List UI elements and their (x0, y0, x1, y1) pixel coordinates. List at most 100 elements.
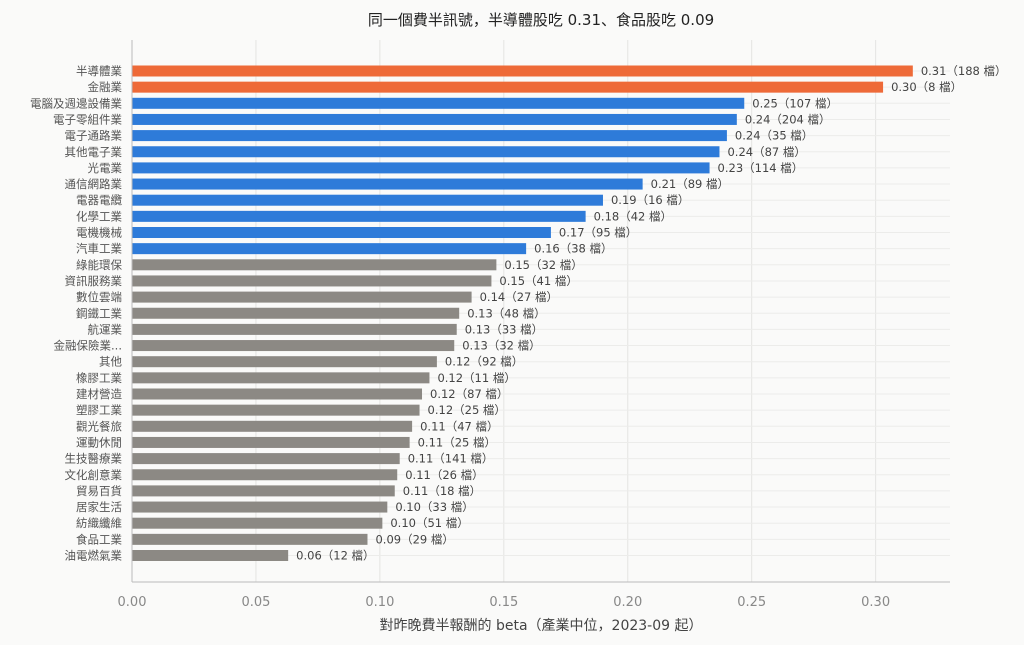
category-label: 油電燃氣業 (65, 549, 123, 563)
category-label: 文化創意業 (65, 468, 123, 482)
bar (132, 243, 527, 255)
value-label: 0.25（107 檔） (752, 96, 838, 110)
bar (132, 113, 737, 125)
x-tick-label: 0.15 (489, 595, 518, 610)
bar (132, 307, 460, 319)
category-label: 食品工業 (76, 532, 122, 546)
bar (132, 436, 410, 448)
category-label: 其他 (99, 355, 122, 369)
value-label: 0.09（29 檔） (375, 532, 453, 546)
category-label: 居家生活 (76, 500, 122, 514)
bar (132, 275, 492, 287)
bar (132, 162, 710, 174)
bar (132, 210, 586, 222)
x-tick-label: 0.00 (118, 595, 147, 610)
bar (132, 501, 388, 513)
category-label: 紡織纖維 (76, 516, 122, 530)
category-label: 航運業 (88, 322, 123, 336)
category-label: 觀光餐旅 (76, 419, 122, 433)
category-label: 化學工業 (76, 209, 122, 223)
category-label: 建材營造 (76, 387, 122, 401)
value-label: 0.13（48 檔） (467, 306, 545, 320)
value-label: 0.12（25 檔） (428, 403, 506, 417)
value-label: 0.11（47 檔） (420, 419, 498, 433)
value-label: 0.06（12 檔） (296, 549, 374, 563)
bar (132, 323, 457, 335)
bar (132, 65, 913, 77)
bar (132, 227, 551, 238)
category-label: 資訊服務業 (65, 274, 123, 288)
x-tick-label: 0.30 (861, 595, 890, 610)
x-axis-label: 對昨晚費半報酬的 beta（產業中位，2023-09 起） (380, 617, 703, 634)
bar (132, 550, 289, 561)
value-label: 0.13（32 檔） (462, 339, 540, 353)
bar (132, 97, 745, 109)
bar (132, 291, 472, 303)
bars-group: 0.31（188 檔） 0.30（8 檔） 0.25（107 檔） 0.24（204 … (132, 64, 1007, 563)
bar (132, 81, 884, 93)
x-tick-label: 0.25 (737, 595, 766, 610)
category-label: 數位雲端 (76, 290, 122, 304)
value-label: 0.11（141 檔） (408, 452, 494, 466)
value-label: 0.15（32 檔） (504, 258, 582, 272)
value-label: 0.18（42 檔） (594, 209, 672, 223)
value-label: 0.23（114 檔） (718, 161, 804, 175)
category-label: 通信網路業 (65, 177, 123, 191)
category-label: 塑膠工業 (76, 403, 122, 417)
category-label: 鋼鐵工業 (76, 306, 122, 320)
category-label: 其他電子業 (65, 145, 123, 159)
category-label: 汽車工業 (76, 242, 122, 256)
value-label: 0.14（27 檔） (480, 290, 558, 304)
value-label: 0.13（33 檔） (465, 322, 543, 336)
value-label: 0.16（38 檔） (534, 242, 612, 256)
category-label: 光電業 (88, 161, 123, 175)
value-label: 0.11（18 檔） (403, 484, 481, 498)
category-label: 金融業 (88, 80, 123, 94)
bar (132, 420, 413, 432)
category-label: 電子零組件業 (53, 112, 122, 126)
x-tick-label: 0.10 (365, 595, 394, 610)
category-label: 生技醫療業 (65, 452, 123, 466)
chart-title: 同一個費半訊號，半導體股吃 0.31、食品股吃 0.09 (368, 11, 714, 29)
axes-group: 0.00 0.05 0.10 0.15 0.20 0.25 0.30 半導體業金融業電腦及週邊… (30, 40, 950, 610)
value-label: 0.12（92 檔） (445, 355, 523, 369)
value-label: 0.15（41 檔） (499, 274, 577, 288)
value-label: 0.31（188 檔） (921, 64, 1007, 78)
value-label: 0.21（89 檔） (651, 177, 729, 191)
bar (132, 372, 430, 384)
x-tick-label: 0.20 (613, 595, 642, 610)
bar (132, 388, 423, 400)
category-label: 金融保險業... (54, 339, 122, 353)
bar (132, 356, 437, 368)
bar (132, 485, 395, 497)
bar (132, 453, 400, 465)
bar (132, 340, 455, 352)
value-label: 0.30（8 檔） (891, 80, 962, 94)
value-label: 0.24（35 檔） (735, 129, 813, 143)
bar (132, 146, 720, 158)
value-label: 0.17（95 檔） (559, 226, 637, 240)
category-label: 貿易百貨 (76, 484, 122, 498)
category-label: 電器電纜 (76, 193, 122, 207)
category-label: 運動休閒 (76, 435, 122, 449)
bar (132, 178, 643, 190)
value-label: 0.10（51 檔） (390, 516, 468, 530)
category-label: 橡膠工業 (76, 371, 122, 385)
category-label: 半導體業 (76, 64, 122, 78)
value-label: 0.11（25 檔） (418, 435, 496, 449)
category-label: 綠能環保 (76, 258, 122, 272)
value-label: 0.10（33 檔） (395, 500, 473, 514)
bar (132, 404, 420, 416)
value-label: 0.11（26 檔） (405, 468, 483, 482)
value-label: 0.12（11 檔） (437, 371, 515, 385)
bar (132, 533, 368, 545)
category-label: 電機機械 (76, 226, 122, 240)
category-label: 電腦及週邊設備業 (30, 96, 122, 110)
bar (132, 469, 398, 481)
value-label: 0.19（16 檔） (611, 193, 689, 207)
value-label: 0.12（87 檔） (430, 387, 508, 401)
category-label: 電子通路業 (65, 129, 123, 143)
value-label: 0.24（204 檔） (745, 112, 831, 126)
bar (132, 130, 727, 142)
